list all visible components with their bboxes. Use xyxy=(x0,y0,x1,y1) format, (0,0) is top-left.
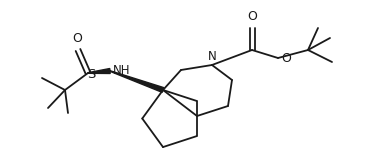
Text: N: N xyxy=(208,50,216,63)
Text: O: O xyxy=(72,32,82,45)
Text: O: O xyxy=(247,10,257,23)
Text: S: S xyxy=(87,68,95,80)
Text: O: O xyxy=(281,52,291,65)
Text: NH: NH xyxy=(113,65,131,77)
Polygon shape xyxy=(88,69,110,73)
Polygon shape xyxy=(110,71,164,92)
